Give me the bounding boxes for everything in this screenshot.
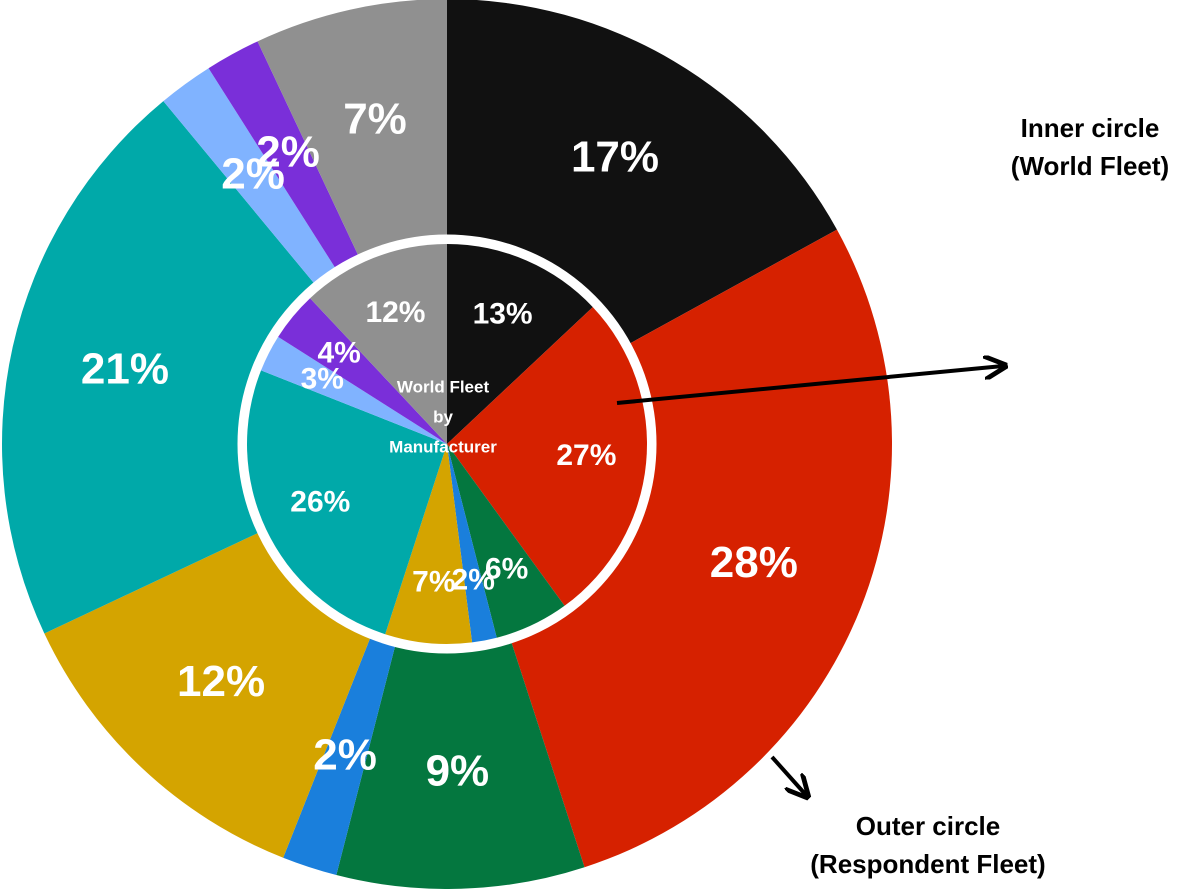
value-label: 26% [290, 486, 350, 519]
slice [510, 229, 892, 868]
slice [163, 68, 338, 287]
slice [2, 101, 317, 634]
value-label: 2% [452, 563, 495, 596]
value-label: 9% [426, 746, 490, 795]
inner-arrow [616, 366, 1003, 405]
slice [336, 638, 585, 889]
slice [261, 336, 447, 444]
value-label: 7% [412, 565, 455, 598]
annotation: Inner circle [1021, 113, 1160, 143]
value-label: 12% [177, 657, 265, 706]
separator-ring [237, 234, 657, 654]
value-label: 2% [221, 150, 285, 199]
annotation: Outer circle [856, 811, 1001, 841]
slice [447, 444, 497, 643]
value-label: 27% [556, 439, 616, 472]
outer-arrow [770, 755, 806, 795]
value-label: 4% [317, 337, 360, 370]
slice [447, 244, 593, 444]
annotation: (Respondent Fleet) [810, 849, 1045, 879]
value-label: 28% [710, 538, 798, 587]
value-label: 2% [313, 730, 377, 779]
slice [385, 444, 473, 644]
slice [310, 244, 447, 444]
center-label: Manufacturer [389, 437, 497, 456]
center-label: World Fleet [397, 377, 490, 396]
rings [2, 0, 892, 889]
value-label: 3% [301, 362, 344, 395]
value-label: 17% [571, 133, 659, 182]
slice [246, 370, 447, 635]
labels: 17%28%9%2%12%21%2%2%7%13%27%6%2%7%26%3%4… [81, 95, 798, 796]
slice [278, 298, 447, 444]
center-label: by [433, 407, 453, 426]
value-label: 21% [81, 345, 169, 394]
slice [447, 444, 565, 638]
value-label: 6% [485, 553, 528, 586]
slice [283, 634, 397, 876]
slice [208, 41, 360, 271]
slice [257, 0, 447, 259]
slice [447, 307, 647, 606]
slice [44, 531, 372, 858]
value-label: 12% [365, 296, 425, 329]
annotation: (World Fleet) [1011, 151, 1169, 181]
value-label: 7% [343, 95, 407, 144]
value-label: 2% [256, 127, 320, 176]
value-label: 13% [473, 297, 533, 330]
